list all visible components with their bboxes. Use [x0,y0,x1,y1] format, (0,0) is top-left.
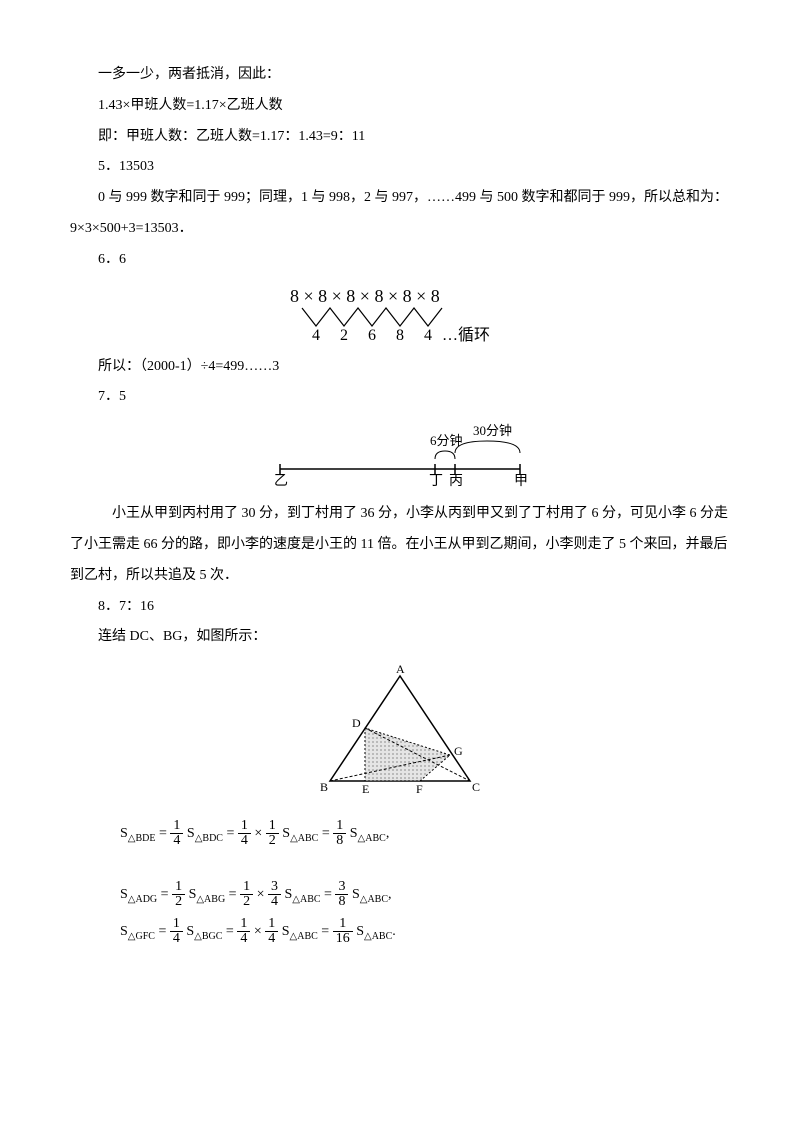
paragraph: 即：甲班人数：乙班人数=1.17：1.43=9：11 [70,122,730,153]
figure-zigzag: 8 × 8 × 8 × 8 × 8 × 8 4 2 6 8 4 …循环 [70,284,730,344]
paragraph: 所以：（2000-1）÷4=499……3 [70,352,730,383]
paragraph: 1.43×甲班人数=1.17×乙班人数 [70,91,730,122]
paragraph: 连结 DC、BG，如图所示： [70,622,730,653]
paragraph: 8．7：16 [70,592,730,623]
label-bing: 丙 [449,474,463,489]
brace-large [455,441,520,453]
paragraph: 7．5 [70,382,730,413]
paragraph: 5．13503 [70,152,730,183]
brace-small [435,451,455,459]
zigzag-d4: 8 [396,327,404,344]
formula-2: S△ADG = 12 S△ABG = 12 × 34 S△ABC = 38 S△… [120,880,730,911]
label-f: F [416,782,423,796]
figure-line-villages: 6分钟 30分钟 乙 丁 丙 甲 [70,421,730,491]
label-ding: 丁 [429,474,443,489]
label-jia: 甲 [514,474,528,489]
zigzag-d2: 2 [340,327,348,344]
label-e: E [362,782,369,796]
zigzag-tail: …循环 [442,326,490,344]
label-a: A [396,662,405,676]
paragraph: 0 与 999 数字和同于 999；同理，1 与 998，2 与 997，……4… [70,183,730,245]
label-g: G [454,744,463,758]
label-b: B [320,780,328,794]
label-yi: 乙 [274,473,288,489]
label-c: C [472,780,480,794]
label-30min: 30分钟 [473,423,512,438]
zigzag-top-text: 8 × 8 × 8 × 8 × 8 × 8 [290,286,440,306]
zigzag-d1: 4 [312,327,320,344]
paragraph: 6．6 [70,245,730,276]
zigzag-line [302,308,442,326]
formula-3: S△GFC = 14 S△BGC = 14 × 14 S△ABC = 116 S… [120,917,730,948]
paragraph: 一多一少，两者抵消，因此： [70,60,730,91]
label-6min: 6分钟 [430,433,463,448]
formula-1: S△BDE = 14 S△BDC = 14 × 12 S△ABC = 18 S△… [120,819,730,850]
paragraph: 小王从甲到丙村用了 30 分，到丁村用了 36 分，小李从丙到甲又到了丁村用了 … [70,499,730,591]
label-d: D [352,716,361,730]
zigzag-d3: 6 [368,327,376,344]
zigzag-d5: 4 [424,327,432,344]
figure-triangle: A B C D E F G [70,661,730,811]
